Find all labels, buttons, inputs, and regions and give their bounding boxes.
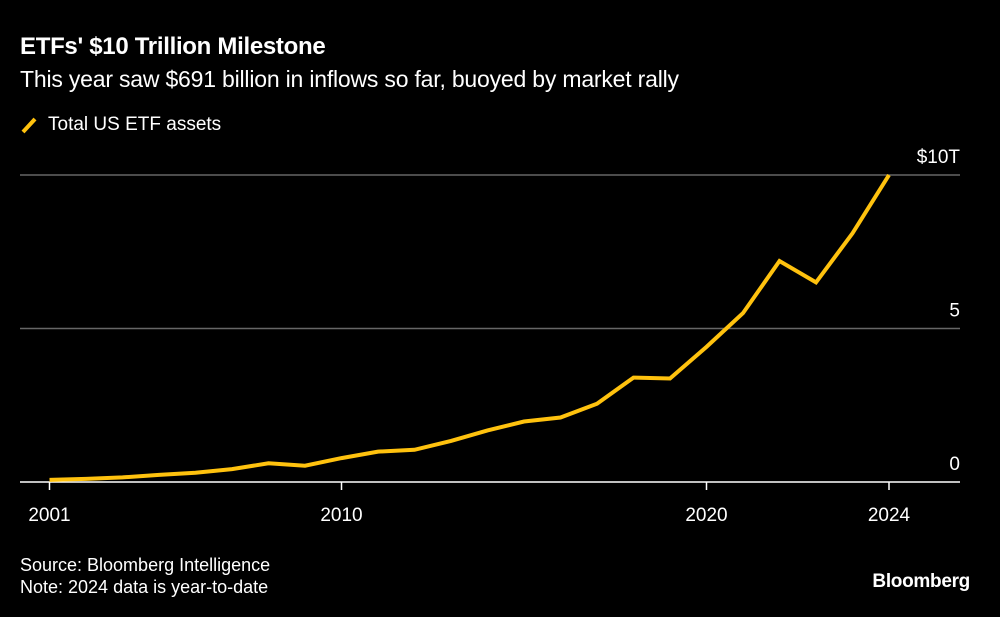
note-text: Note: 2024 data is year-to-date (20, 577, 269, 597)
legend-label: Total US ETF assets (48, 114, 222, 135)
x-tick-label: 2024 (868, 505, 911, 526)
x-tick-label: 2001 (28, 505, 70, 526)
y-axis-labels: 0 5 $10T (917, 147, 961, 475)
x-axis: 2001 2010 2020 2024 (20, 481, 960, 526)
x-tick-label: 2020 (685, 505, 727, 526)
source-note: Source: Bloomberg Intelligence Note: 202… (20, 554, 270, 598)
chart-subtitle: This year saw $691 billion in inflows so… (20, 66, 679, 92)
chart-title: ETFs' $10 Trillion Milestone (20, 33, 326, 60)
x-tick-label: 2010 (320, 505, 362, 526)
y-tick-label: $10T (917, 147, 961, 168)
series-line-total-us-etf-assets (49, 173, 891, 482)
y-tick-label: 5 (949, 301, 960, 322)
legend-line-icon (20, 116, 38, 134)
legend: Total US ETF assets (20, 114, 221, 136)
series-layer (49, 173, 891, 482)
y-tick-label: 0 (949, 454, 960, 475)
gridlines (20, 174, 960, 330)
source-text: Source: Bloomberg Intelligence (20, 555, 271, 575)
bloomberg-logo: Bloomberg (872, 571, 970, 592)
